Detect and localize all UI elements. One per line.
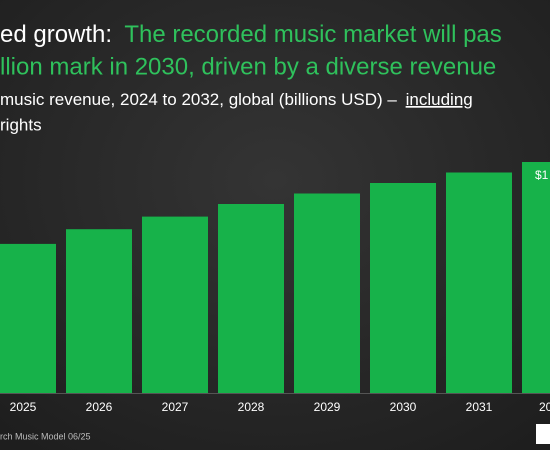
bar — [446, 172, 512, 393]
x-tick-label: 2025 — [10, 400, 37, 414]
x-tick-label: 2031 — [466, 400, 493, 414]
bar — [218, 204, 284, 393]
x-tick-label: 2030 — [390, 400, 417, 414]
x-tick-label: 2029 — [314, 400, 341, 414]
title-lead: ed growth: — [0, 21, 112, 48]
bar — [0, 243, 56, 393]
subtitle-text: music revenue, 2024 to 2032, global (bil… — [0, 90, 397, 109]
chart-title: ed growth: The recorded music market wil… — [0, 21, 502, 48]
bar — [294, 193, 360, 393]
x-tick-label: 2027 — [162, 400, 189, 414]
x-tick-label: 2028 — [238, 400, 265, 414]
bars — [0, 162, 550, 393]
x-tick-label: 20 — [539, 400, 550, 414]
logo — [536, 424, 550, 444]
subtitle: music revenue, 2024 to 2032, global (bil… — [0, 90, 473, 109]
title-line: llion mark in 2030, driven by a diverse … — [0, 53, 496, 80]
bar — [522, 162, 550, 393]
x-tick-label: 2026 — [86, 400, 113, 414]
subtitle-line: rights — [0, 115, 42, 134]
bar — [142, 216, 208, 393]
title-main: The recorded music market will pas — [124, 21, 501, 48]
bar — [370, 183, 436, 393]
subtitle-link: including — [406, 90, 473, 109]
source: rch Music Model 06/25 — [0, 431, 91, 441]
bar-annotation: $1 — [535, 168, 549, 182]
bar — [66, 229, 132, 393]
